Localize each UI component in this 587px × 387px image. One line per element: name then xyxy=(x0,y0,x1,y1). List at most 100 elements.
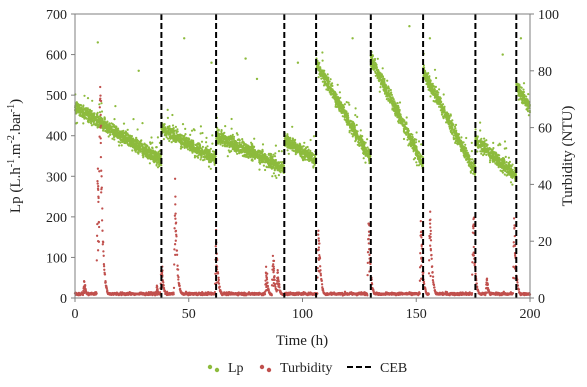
lp-point xyxy=(433,68,437,71)
lp-point xyxy=(437,91,440,94)
lp-point xyxy=(325,78,328,81)
lp-point xyxy=(464,147,467,150)
lp-point xyxy=(415,164,419,167)
lp-point xyxy=(458,142,461,146)
lp-point xyxy=(246,144,249,147)
lp-point xyxy=(137,152,140,155)
lp-point xyxy=(409,138,412,141)
lp-point xyxy=(75,111,78,115)
lp-point xyxy=(200,156,203,159)
lp-point xyxy=(180,145,183,148)
lp-point xyxy=(261,159,264,162)
lp-point xyxy=(101,121,104,124)
lp-point xyxy=(426,80,429,83)
lp-point xyxy=(414,149,417,152)
lp-point xyxy=(492,141,495,144)
lp-point xyxy=(87,119,90,122)
lp-point xyxy=(134,144,137,147)
lp-point xyxy=(195,151,198,154)
lp-point xyxy=(238,144,241,147)
lp-point xyxy=(278,169,281,172)
lp-point xyxy=(209,153,212,156)
lp-point xyxy=(149,141,152,144)
lp-point xyxy=(219,143,222,146)
lp-point xyxy=(442,109,445,112)
lp-point xyxy=(434,85,437,88)
lp-point xyxy=(323,82,326,85)
lp-point xyxy=(321,59,324,62)
lp-point xyxy=(492,155,495,158)
lp-point xyxy=(446,120,449,123)
lp-point xyxy=(170,130,173,134)
lp-point xyxy=(505,161,508,164)
lp-point xyxy=(100,117,103,120)
lp-point xyxy=(228,136,232,139)
lp-point xyxy=(395,108,398,111)
lp-point xyxy=(397,121,400,124)
lp-point xyxy=(103,121,106,124)
lp-point xyxy=(99,122,102,125)
lp-point xyxy=(366,152,369,155)
lp-point xyxy=(270,153,273,156)
lp-point xyxy=(150,157,153,160)
lp-point xyxy=(364,152,367,155)
lp-point xyxy=(293,147,296,150)
lp-point xyxy=(504,155,507,158)
lp-point xyxy=(119,141,122,144)
lp-point xyxy=(88,111,91,114)
lp-point xyxy=(241,154,244,157)
lp-point xyxy=(465,136,468,140)
lp-point xyxy=(185,146,188,149)
lp-point xyxy=(358,138,361,141)
lp-point xyxy=(98,119,101,122)
lp-point xyxy=(200,154,203,157)
lp-point xyxy=(411,135,414,138)
lp-point xyxy=(382,80,385,84)
lp-point xyxy=(377,76,380,79)
lp-point xyxy=(190,129,194,132)
lp-point xyxy=(180,140,183,143)
lp-point xyxy=(379,86,382,89)
lp-point xyxy=(174,125,177,128)
lp-point xyxy=(267,152,270,155)
lp-point xyxy=(511,183,514,186)
lp-point xyxy=(277,150,281,153)
lp-point xyxy=(85,107,88,110)
lp-point xyxy=(82,111,85,114)
lp-point xyxy=(139,139,143,142)
lp-point xyxy=(479,129,482,132)
lp-series xyxy=(74,25,532,186)
lp-point xyxy=(362,152,365,155)
lp-point xyxy=(503,140,507,143)
lp-point xyxy=(291,125,294,128)
lp-point xyxy=(454,132,457,135)
lp-point xyxy=(429,95,432,98)
lp-point xyxy=(90,119,93,122)
lp-point xyxy=(181,123,185,126)
lp-point xyxy=(309,138,312,142)
lp-point xyxy=(101,119,104,122)
lp-point xyxy=(467,160,470,163)
lp-point xyxy=(395,110,399,113)
lp-point xyxy=(151,151,154,154)
lp-point xyxy=(134,138,137,141)
lp-point xyxy=(200,140,204,143)
lp-point xyxy=(271,175,274,178)
lp-point xyxy=(104,129,107,133)
lp-point xyxy=(333,94,336,97)
lp-point xyxy=(171,124,175,127)
lp-point xyxy=(410,143,413,146)
lp-point xyxy=(507,156,510,159)
lp-point xyxy=(134,150,137,153)
lp-point xyxy=(165,136,168,139)
lp-point xyxy=(193,147,196,150)
lp-point xyxy=(318,67,321,70)
lp-point xyxy=(364,161,367,164)
lp-point xyxy=(173,135,176,138)
lp-point xyxy=(434,94,437,98)
lp-point xyxy=(436,102,439,105)
lp-point xyxy=(149,154,152,157)
lp-point xyxy=(322,70,325,73)
lp-point xyxy=(203,156,206,159)
lp-point xyxy=(282,164,285,167)
